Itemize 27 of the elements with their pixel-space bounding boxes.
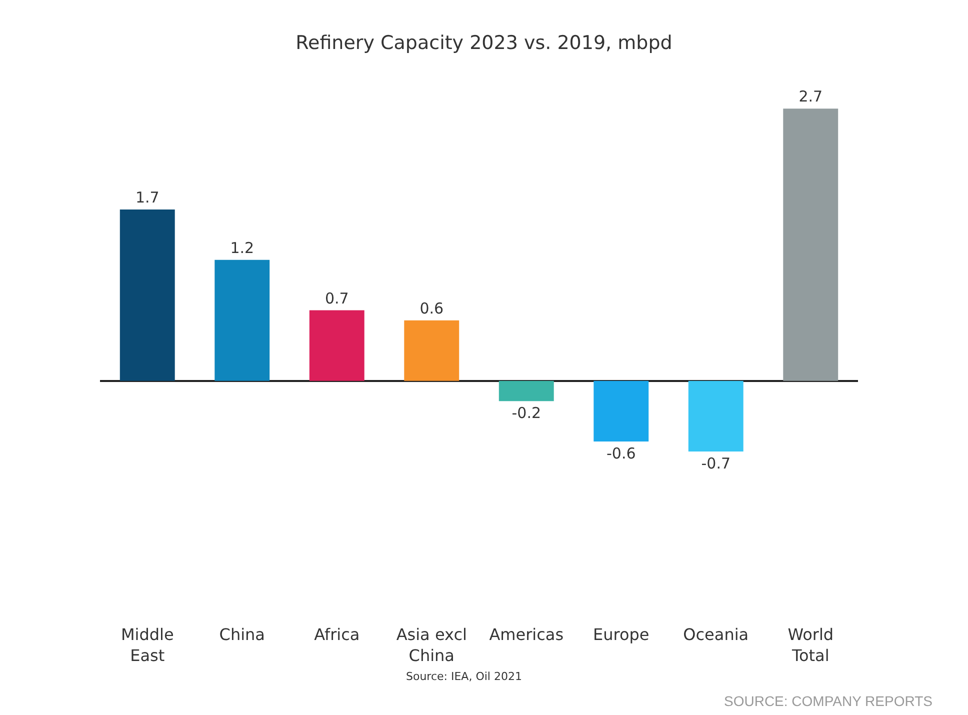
- data-label: 0.6: [420, 299, 444, 318]
- bar: [404, 320, 460, 381]
- source-note: SOURCE: COMPANY REPORTS: [724, 693, 932, 709]
- data-label: -0.2: [512, 404, 542, 422]
- source-note: Source: IEA, Oil 2021: [406, 670, 522, 683]
- x-tick-label: Oceania: [683, 625, 749, 644]
- x-tick-label: Europe: [592, 625, 650, 644]
- data-label: 1.7: [135, 188, 160, 206]
- bar: [309, 310, 364, 381]
- x-tick-label: World Total: [788, 625, 834, 665]
- bar: [688, 380, 744, 452]
- chart-title: Refinery Capacity 2023 vs. 2019, mbpd: [296, 32, 672, 54]
- x-tick-label: Americas: [489, 625, 564, 644]
- bar: [120, 209, 175, 381]
- bar: [214, 260, 270, 381]
- data-label: -0.6: [606, 444, 636, 462]
- x-tick-label: Africa: [314, 625, 360, 644]
- x-tick-label: Asia excl China: [396, 625, 467, 665]
- data-label: 0.7: [324, 289, 349, 308]
- data-label: 2.7: [798, 88, 823, 106]
- bar: [594, 380, 649, 442]
- x-tick-label: Middle East: [120, 625, 174, 665]
- bar: [498, 380, 554, 402]
- bar: [783, 108, 838, 381]
- data-label: -0.7: [701, 454, 731, 473]
- data-label: 1.2: [230, 238, 254, 257]
- x-tick-label: China: [219, 625, 265, 644]
